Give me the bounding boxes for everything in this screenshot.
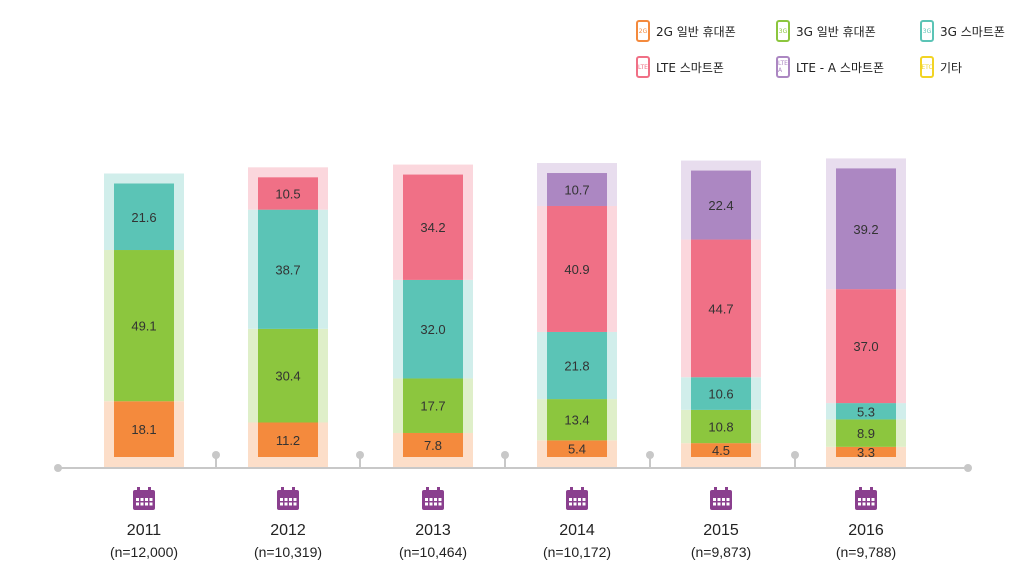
data-label: 21.8 (564, 359, 589, 374)
data-label: 38.7 (275, 262, 300, 277)
axis-dot (646, 451, 654, 459)
data-label: 39.2 (853, 222, 878, 237)
bar-segment (547, 331, 607, 400)
phone-icon: 3G (776, 20, 790, 42)
calendar-icon (566, 487, 588, 510)
data-label: 17.7 (420, 399, 445, 414)
legend-label: 3G 스마트폰 (940, 24, 1005, 39)
legend: 2G 2G 일반 휴대폰 3G 3G 일반 휴대폰 3G 3G 스마트폰 LTE LTE 스마… (636, 20, 1024, 90)
data-label: 10.8 (708, 420, 733, 435)
bar-segment (547, 399, 607, 441)
legend-label: LTE 스마트폰 (656, 60, 724, 75)
phone-icon: ETC (920, 56, 934, 78)
bar-segment (258, 328, 318, 423)
sample-size-label: (n=12,000) (110, 544, 178, 560)
bar-segment (547, 205, 607, 332)
data-label: 10.5 (275, 187, 300, 202)
sample-size-label: (n=9,788) (836, 544, 896, 560)
bar-segment (114, 250, 174, 402)
axis-dot (501, 451, 509, 459)
legend-label: LTE - A 스마트폰 (796, 60, 885, 75)
data-label: 11.2 (276, 433, 300, 448)
bar-segment (691, 239, 751, 378)
x-tick-label: 2012 (270, 522, 306, 539)
x-tick-label: 2011 (127, 522, 162, 539)
bar-segment (403, 432, 463, 457)
data-label: 4.5 (712, 443, 730, 458)
data-label: 5.4 (568, 442, 586, 457)
data-label: 13.4 (564, 413, 589, 428)
sample-size-label: (n=10,319) (254, 544, 322, 560)
x-tick-label: 2016 (848, 522, 884, 539)
axis-dot (212, 451, 220, 459)
calendar-icon (277, 487, 299, 510)
bar-segment (836, 419, 896, 447)
legend-item: ETC 기타 (920, 56, 962, 78)
x-tick-label: 2014 (559, 522, 595, 539)
bar-segment (547, 440, 607, 457)
legend-item: 3G 3G 일반 휴대폰 (776, 20, 876, 42)
bar-segment (258, 209, 318, 329)
sample-size-label: (n=9,873) (691, 544, 751, 560)
bar-segment (836, 168, 896, 290)
bar-segment (403, 279, 463, 379)
legend-label: 3G 일반 휴대폰 (796, 24, 876, 39)
bar-segment (403, 378, 463, 433)
sample-size-label: (n=10,464) (399, 544, 467, 560)
phone-icon: LTE (636, 56, 650, 78)
data-label: 49.1 (131, 319, 156, 334)
data-label: 10.7 (564, 183, 589, 198)
legend-label: 2G 일반 휴대폰 (656, 24, 736, 39)
axis-dot (791, 451, 799, 459)
calendar-icon (710, 487, 732, 510)
data-label: 8.9 (857, 426, 875, 441)
data-label: 32.0 (420, 322, 445, 337)
bar-segment (403, 174, 463, 280)
calendar-icon (855, 487, 877, 510)
bar-segment (836, 403, 896, 420)
bar-segment (258, 422, 318, 457)
bar-segment (691, 443, 751, 457)
bar-segment (691, 170, 751, 240)
legend-item: LTE A LTE - A 스마트폰 (776, 56, 884, 78)
axis-dot (356, 451, 364, 459)
bar-segment (691, 409, 751, 444)
axis-dot (54, 464, 62, 472)
data-label: 21.6 (131, 210, 156, 225)
phone-icon: 2G (636, 20, 650, 42)
data-label: 18.1 (131, 422, 156, 437)
data-label: 44.7 (708, 301, 733, 316)
bar-segment (114, 183, 174, 251)
bar-segment (836, 446, 896, 457)
data-label: 10.6 (708, 387, 733, 402)
x-tick-label: 2015 (703, 522, 739, 539)
bar-segment (258, 177, 318, 210)
calendar-icon (133, 487, 155, 510)
legend-label: 기타 (940, 60, 963, 75)
data-label: 30.4 (275, 369, 300, 384)
data-label: 22.4 (708, 198, 733, 213)
data-label: 7.8 (424, 438, 442, 453)
data-label: 3.3 (857, 445, 875, 460)
bar-segment (691, 377, 751, 410)
calendar-icon (422, 487, 444, 510)
phone-icon: 3G (920, 20, 934, 42)
legend-item: 2G 2G 일반 휴대폰 (636, 20, 736, 42)
legend-item: 3G 3G 스마트폰 (920, 20, 1005, 42)
data-label: 34.2 (420, 220, 445, 235)
phone-icon: LTE A (776, 56, 790, 78)
data-label: 5.3 (857, 404, 875, 419)
axis-dot (964, 464, 972, 472)
bar-segment (547, 173, 607, 206)
data-label: 37.0 (853, 339, 878, 354)
legend-item: LTE LTE 스마트폰 (636, 56, 724, 78)
sample-size-label: (n=10,172) (543, 544, 611, 560)
data-label: 40.9 (564, 262, 589, 277)
bar-segment (114, 401, 174, 457)
x-tick-label: 2013 (415, 522, 451, 539)
bar-segment (836, 289, 896, 404)
